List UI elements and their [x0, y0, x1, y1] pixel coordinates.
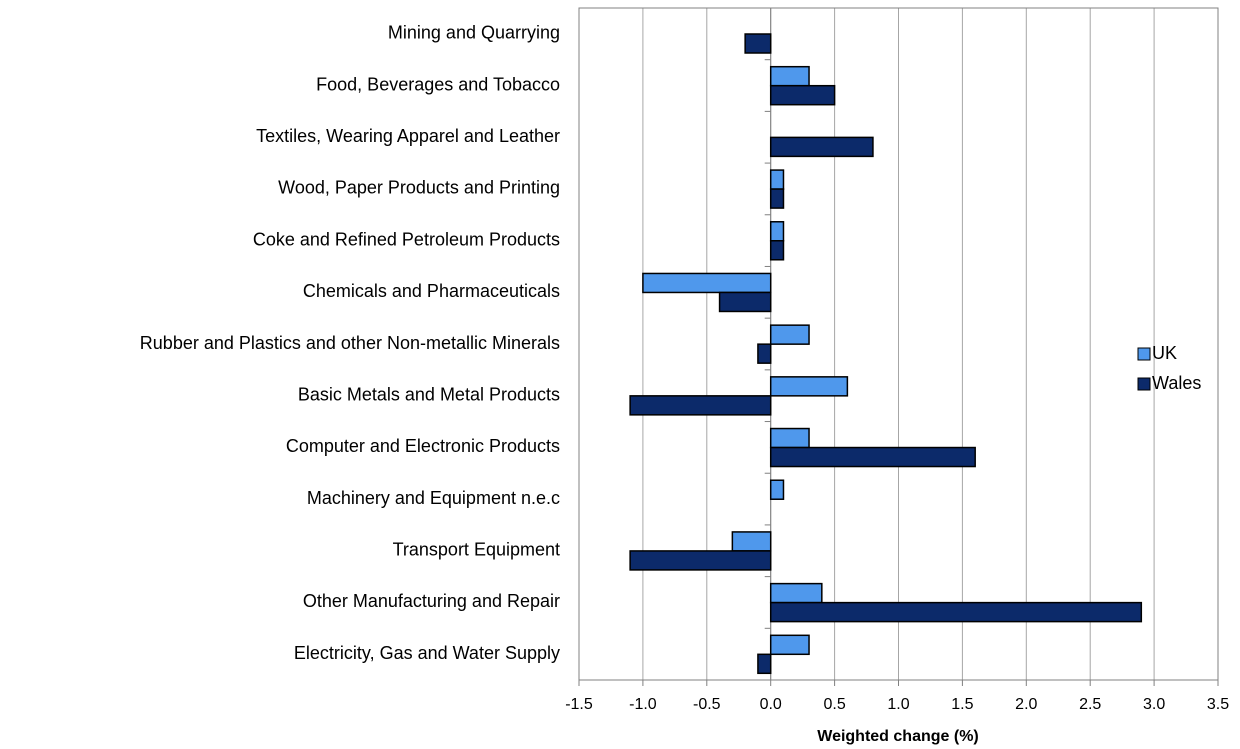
y-tick-label: Basic Metals and Metal Products [298, 384, 560, 404]
x-axis-title: Weighted change (%) [817, 728, 979, 745]
bar [769, 479, 785, 500]
x-tick-label: 2.5 [1079, 696, 1101, 713]
x-tick-label: 1.5 [951, 696, 973, 713]
y-tick-label: Rubber and Plastics and other Non-metall… [140, 333, 560, 353]
y-tick-label: Machinery and Equipment n.e.c [307, 488, 560, 508]
bar [769, 427, 810, 449]
bar [757, 343, 772, 364]
bar [769, 634, 810, 656]
x-tick-label: 2.0 [1015, 696, 1037, 713]
x-tick-label: -1.0 [629, 696, 657, 713]
bar [769, 221, 785, 242]
bar [744, 33, 772, 54]
bar [769, 376, 849, 397]
legend-label: Wales [1152, 373, 1201, 393]
legend-swatch [1137, 347, 1151, 361]
y-tick-label: Computer and Electronic Products [286, 436, 560, 456]
x-tick-label: 3.0 [1143, 696, 1165, 713]
x-tick-label: -1.5 [565, 696, 593, 713]
bar [769, 324, 810, 345]
bar [757, 653, 772, 675]
bar [769, 169, 785, 190]
bar [769, 446, 976, 468]
y-tick-label: Wood, Paper Products and Printing [278, 178, 560, 198]
x-tick-label: 0.0 [760, 696, 782, 713]
bar [769, 188, 785, 209]
bar [629, 395, 772, 416]
x-tick-label: -0.5 [693, 696, 721, 713]
bar [629, 550, 772, 571]
bar [769, 240, 785, 261]
y-tick-label: Mining and Quarrying [388, 23, 560, 43]
bar [718, 291, 772, 313]
bar [769, 601, 1143, 623]
y-tick-label: Textiles, Wearing Apparel and Leather [256, 126, 560, 146]
y-tick-label: Chemicals and Pharmaceuticals [303, 281, 560, 301]
plot-frame [578, 7, 1219, 681]
y-tick-label: Other Manufacturing and Repair [303, 591, 560, 611]
legend-label: UK [1152, 343, 1177, 363]
y-tick-label: Coke and Refined Petroleum Products [253, 229, 560, 249]
bar [769, 582, 823, 604]
bar [769, 84, 836, 106]
y-tick-label: Transport Equipment [393, 540, 560, 560]
bar [731, 531, 772, 552]
legend-swatch [1137, 377, 1151, 391]
x-tick-label: 3.5 [1207, 696, 1229, 713]
y-tick-label: Food, Beverages and Tobacco [316, 74, 560, 94]
bar [642, 272, 772, 294]
x-tick-label: 0.5 [823, 696, 845, 713]
x-tick-label: 1.0 [887, 696, 909, 713]
bar [769, 136, 874, 158]
y-tick-label: Electricity, Gas and Water Supply [294, 643, 560, 663]
bar [769, 65, 810, 87]
